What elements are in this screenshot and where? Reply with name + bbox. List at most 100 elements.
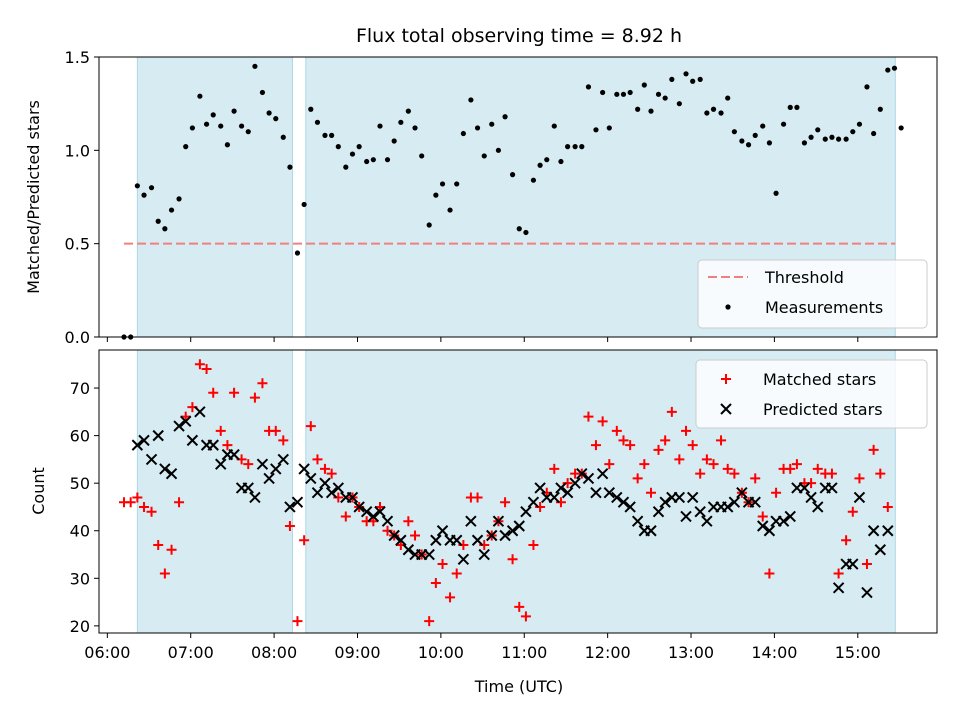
measurement-point (439, 181, 446, 187)
predicted-star-marker (402, 544, 415, 556)
matched-star-marker (159, 568, 170, 579)
predicted-star-marker (757, 520, 769, 532)
x-tick-label: 07:00 (168, 643, 214, 662)
measurement-point (891, 65, 898, 71)
matched-star-marker (750, 473, 761, 484)
measurement-point (238, 123, 245, 129)
measurement-point (301, 201, 307, 208)
predicted-star-marker (548, 491, 560, 504)
matched-star-marker (785, 463, 796, 474)
measurement-point (856, 121, 863, 127)
matched-star-marker (174, 497, 185, 508)
measurement-point (384, 157, 391, 163)
measurement-point (252, 63, 258, 69)
matched-star-marker (854, 473, 865, 484)
matched-star-marker (604, 459, 615, 470)
matched-star-marker (681, 425, 692, 436)
predicted-star-marker (555, 482, 567, 494)
measurement-point (370, 157, 376, 163)
measurement-point (593, 127, 599, 133)
measurement-point (391, 138, 397, 144)
predicted-star-marker (867, 525, 880, 537)
matched-star-marker (410, 530, 421, 541)
observing-window-band (136, 56, 293, 338)
matched-star-marker (632, 473, 643, 484)
predicted-star-marker (603, 486, 616, 499)
measurement-point (148, 185, 155, 191)
predicted-star-marker (645, 525, 657, 537)
matched-star-marker (424, 616, 435, 627)
measurement-point (189, 125, 195, 131)
predicted-star-marker (381, 515, 394, 527)
x-tick-label: 09:00 (334, 643, 380, 662)
legend-predicted-swatch (720, 403, 732, 415)
legend-box (697, 259, 928, 329)
measurement-point (314, 119, 321, 125)
measurement-point (648, 108, 654, 114)
matched-star-marker (201, 364, 212, 375)
measurement-point (155, 218, 161, 224)
y-tick-label: 60 (70, 427, 90, 446)
predicted-star-marker (527, 496, 540, 508)
predicted-star-marker (777, 515, 790, 527)
predicted-star-marker (430, 534, 442, 546)
predicted-star-marker (853, 491, 866, 504)
measurement-point (162, 226, 168, 232)
matched-star-marker (555, 497, 566, 508)
chart-title: Flux total observing time = 8.92 h (356, 25, 682, 47)
predicted-star-marker (145, 453, 158, 466)
legend-measurement-label: Measurements (765, 298, 883, 317)
measurement-point (266, 110, 272, 116)
matched-star-marker (618, 435, 629, 446)
measurement-point (614, 91, 620, 97)
matched-star-marker (847, 506, 858, 517)
matched-star-marker (445, 592, 456, 603)
predicted-star-marker (207, 439, 219, 451)
matched-star-marker (841, 535, 852, 546)
predicted-star-marker (763, 525, 776, 537)
matched-star-marker (166, 544, 177, 555)
predicted-star-marker (520, 506, 532, 518)
predicted-star-marker (360, 506, 373, 518)
measurement-point (641, 82, 647, 88)
predicted-star-marker (749, 496, 761, 508)
top-plot-frame (98, 56, 938, 338)
measurement-point (725, 95, 731, 101)
matched-star-marker (882, 501, 893, 512)
top-x-ticks (106, 337, 859, 342)
measurement-point (509, 172, 516, 178)
measurement-point (454, 181, 460, 187)
predicted-star-marker (256, 458, 269, 470)
measurement-point (766, 140, 773, 146)
predicted-star-marker (311, 486, 324, 499)
measurement-point (600, 89, 606, 96)
bottom-legend: Matched stars Predicted stars (695, 359, 928, 429)
predicted-star-marker (832, 582, 845, 594)
top-y-axis: 0.0 0.5 1.0 1.5 (65, 48, 99, 347)
matched-star-marker (701, 454, 712, 465)
measurement-point (203, 121, 210, 127)
measurement-point (495, 147, 502, 153)
bottom-x-axis-label: Time (UTC) (474, 677, 563, 696)
measurement-point (655, 91, 662, 97)
measurement-point (850, 129, 856, 135)
bottom-y-axis-label: Count (29, 467, 48, 515)
predicted-star-marker (263, 472, 275, 485)
y-tick-label: 40 (70, 522, 90, 541)
measurement-point (704, 110, 710, 116)
measurement-point (168, 207, 175, 213)
measurement-point (683, 71, 689, 77)
measurement-point (349, 151, 356, 157)
matched-star-marker (757, 511, 768, 522)
matched-star-marker (215, 425, 226, 436)
predicted-star-marker (305, 472, 317, 485)
measurement-point (815, 127, 821, 133)
measurement-point (224, 142, 231, 148)
predicted-star-marker (506, 525, 519, 537)
measurement-point (516, 226, 522, 232)
predicted-star-marker (325, 486, 338, 499)
matched-star-marker (764, 568, 775, 579)
matched-star-marker (507, 554, 518, 565)
measurement-point (752, 132, 758, 138)
measurement-point (343, 164, 349, 170)
